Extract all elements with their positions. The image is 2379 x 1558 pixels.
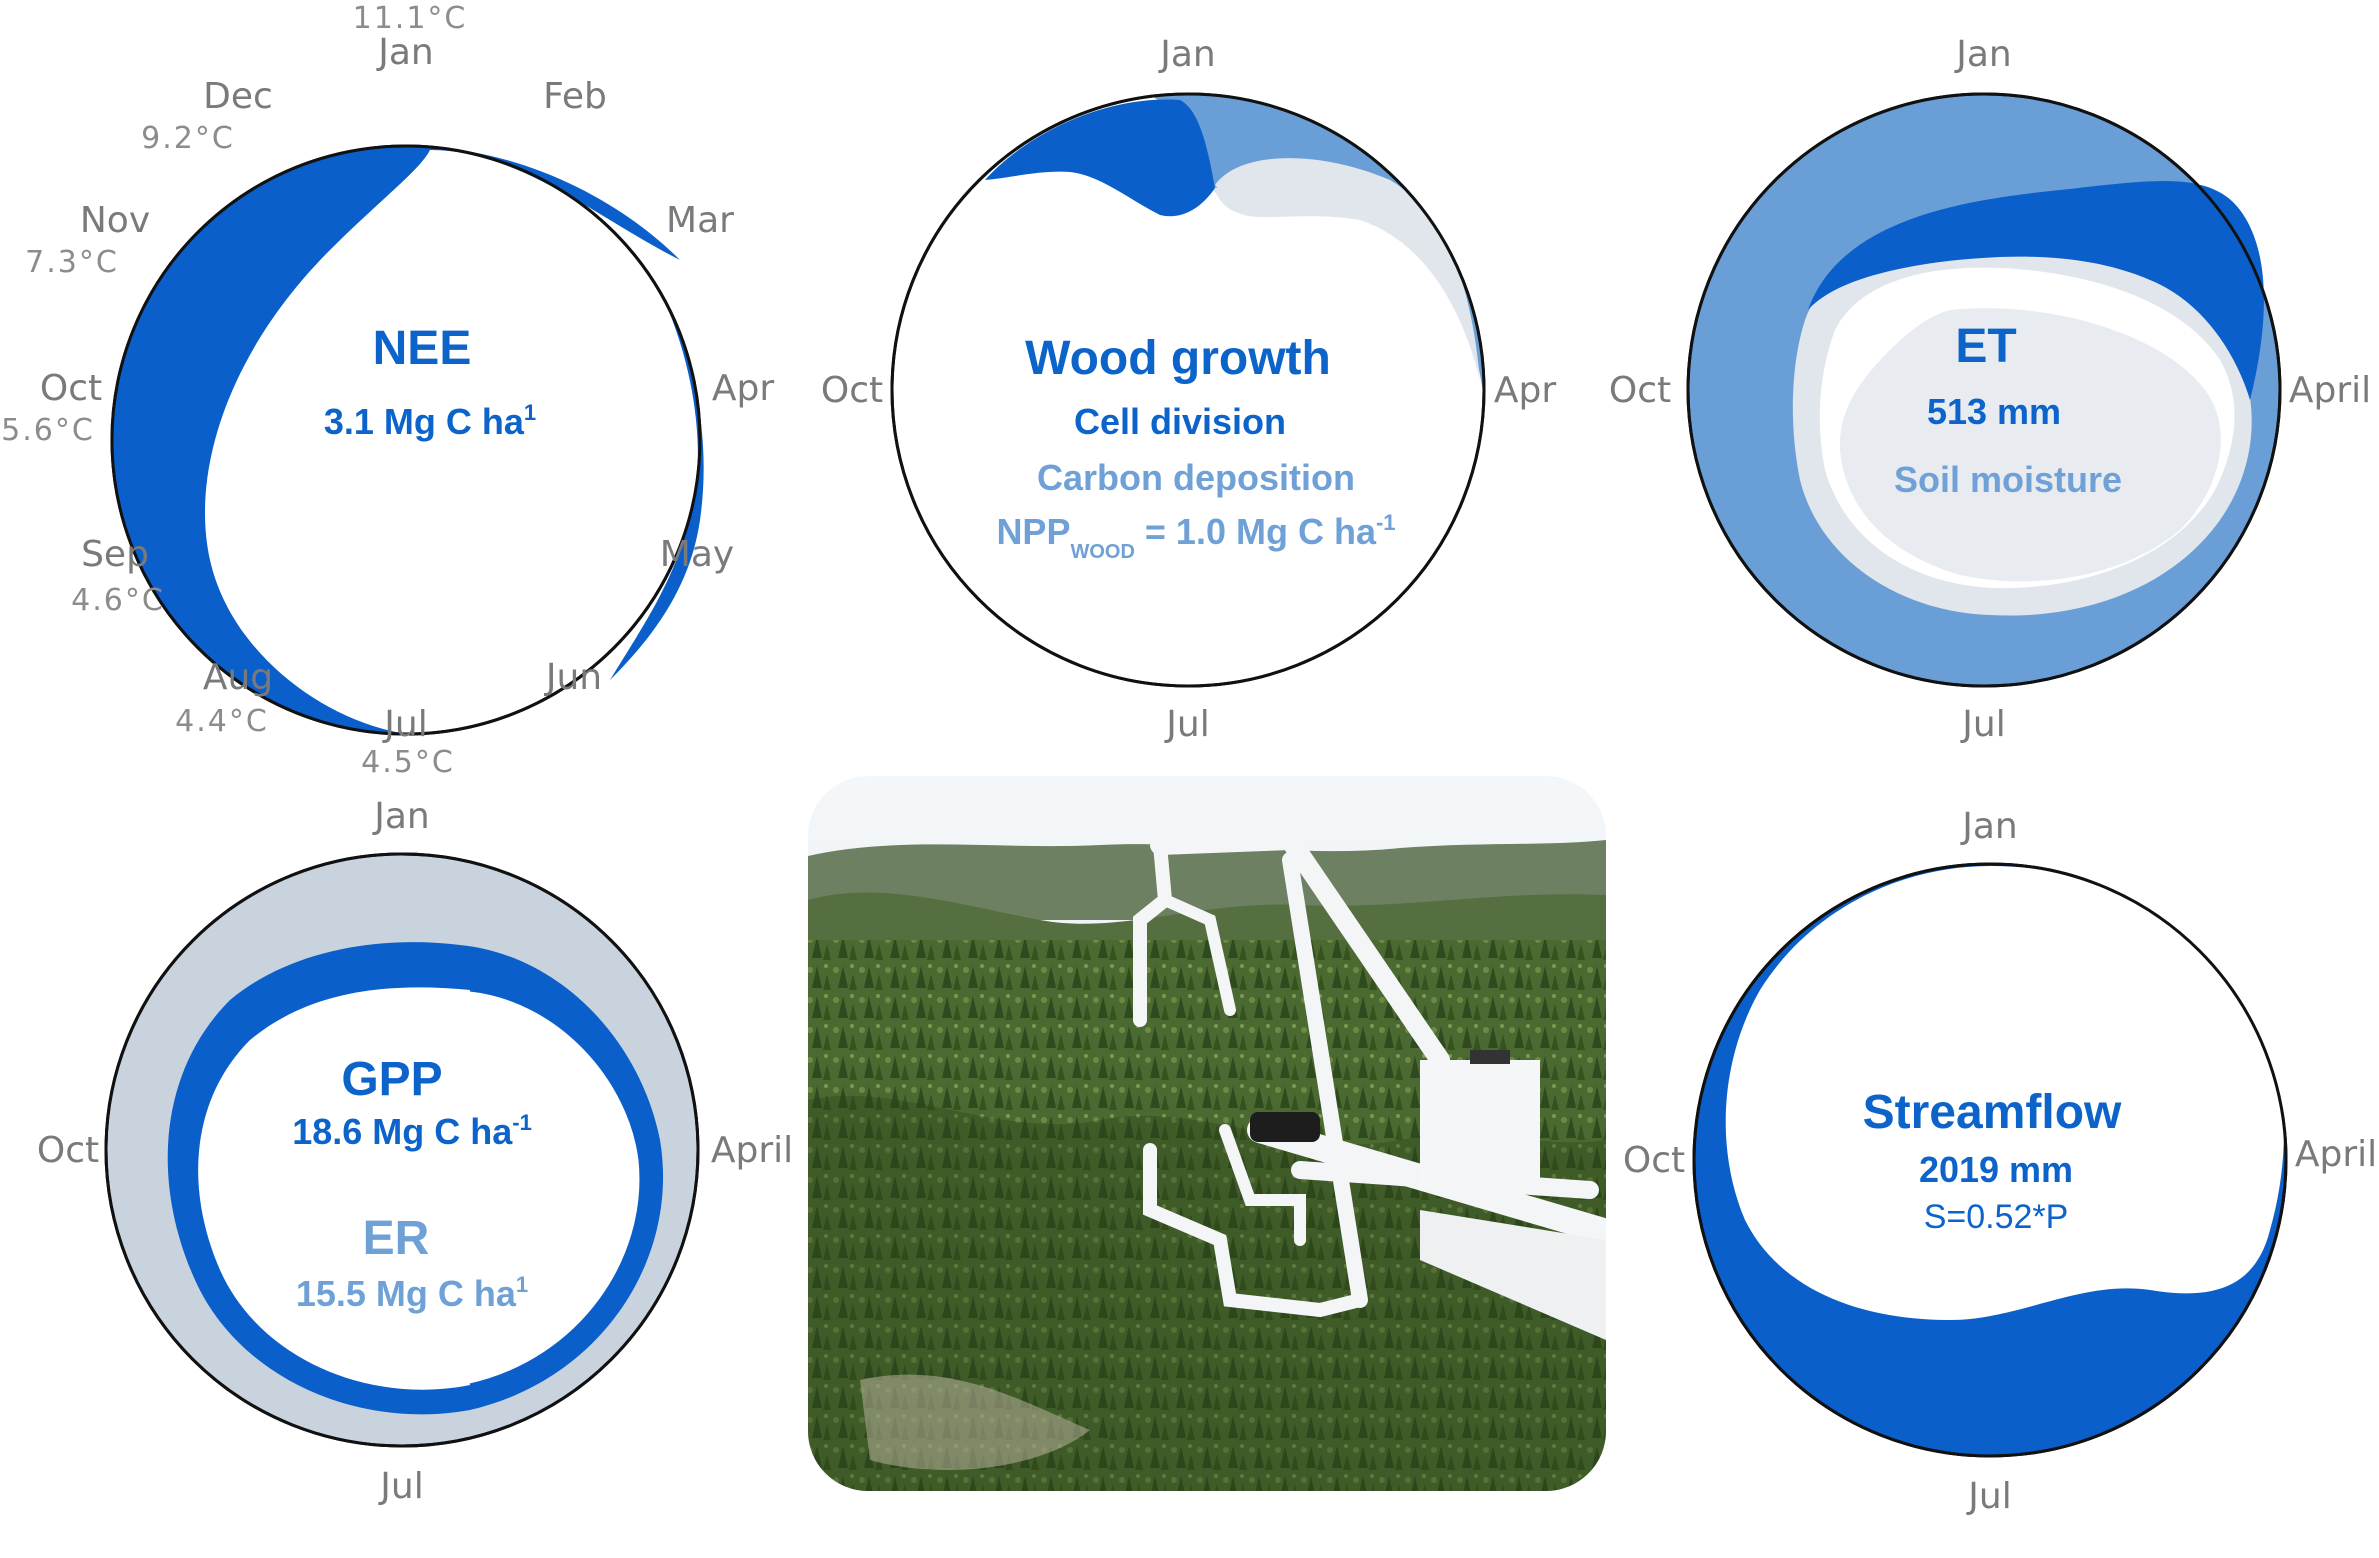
nee-month-feb: Feb [543, 76, 607, 117]
streamflow-value: 2019 mm [1919, 1149, 2073, 1190]
gpp-er-line [469, 988, 643, 1387]
instrument-analyzer [1250, 1112, 1320, 1142]
nee-band [112, 146, 680, 734]
wood-carbon-deposition-label: Carbon deposition [1037, 457, 1355, 498]
et-month-oct: Oct [1609, 370, 1671, 411]
gpp-inner-white [198, 987, 641, 1390]
nee-month-jan: Jan [376, 32, 434, 73]
gpp-month-oct: Oct [37, 1130, 99, 1171]
nee-title: NEE [373, 322, 472, 375]
wood-outline [890, 92, 1486, 688]
photo-clearing [860, 1374, 1090, 1470]
nee-temp-aug: 4.4°C [175, 704, 269, 739]
nee-month-dec: Dec [203, 76, 273, 117]
nee-month-apr: Apr [712, 368, 774, 409]
streamflow-ratio: S=0.52*P [1924, 1198, 2069, 1236]
wood-panel: Jan Apr Jul Oct Wood growth Cell divisio… [821, 34, 1556, 745]
et-ring-dark [1808, 181, 2264, 400]
et-title: ET [1955, 320, 2016, 373]
wood-month-oct: Oct [821, 370, 883, 411]
instrument-box [1420, 1060, 1540, 1190]
et-soil-moisture-label: Soil moisture [1894, 459, 2122, 500]
er-value: 15.5 Mg C ha1 [296, 1272, 528, 1314]
wood-month-jan: Jan [1158, 34, 1216, 75]
streamflow-month-oct: Oct [1623, 1140, 1685, 1181]
wood-npp-prefix: NPP [996, 511, 1070, 552]
nee-temp-jul: 4.5°C [361, 745, 455, 780]
nee-value: 3.1 Mg C ha1 [324, 400, 536, 442]
nee-temp-jan: 11.1°C [353, 1, 468, 36]
er-value-sup: 1 [516, 1272, 528, 1297]
wood-title: Wood growth [1025, 332, 1331, 385]
wood-month-apr: Apr [1494, 370, 1556, 411]
et-month-jul: Jul [1960, 704, 2005, 745]
nee-month-jul: Jul [382, 704, 427, 745]
photo-forest-shade [808, 1095, 1606, 1491]
gpp-title: GPP [341, 1053, 442, 1106]
streamflow-outline [1692, 862, 2288, 1458]
gpp-month-jul: Jul [378, 1466, 423, 1507]
nee-month-nov: Nov [80, 200, 150, 241]
nee-temp-dec: 9.2°C [141, 121, 235, 156]
et-outline [1686, 92, 2282, 688]
streamflow-month-jul: Jul [1966, 1476, 2011, 1517]
nee-temp-oct: 5.6°C [1, 413, 95, 448]
streamflow-month-apr: April [2295, 1134, 2377, 1175]
nee-month-oct: Oct [40, 368, 102, 409]
photo-far-hills [808, 840, 1606, 920]
streamflow-panel: Jan April Jul Oct Streamflow 2019 mm S=0… [1623, 806, 2377, 1517]
nee-month-sep: Sep [81, 534, 149, 575]
et-panel: Jan April Jul Oct ET 513 mm Soil moistur… [1609, 34, 2371, 745]
wood-month-jul: Jul [1164, 704, 1209, 745]
wood-npp-label: NPPWOOD = 1.0 Mg C ha-1 [996, 510, 1395, 563]
wood-carbon-pale-inner [1215, 158, 1480, 380]
gpp-panel: Jan April Jul Oct GPP 18.6 Mg C ha-1 ER … [37, 796, 793, 1507]
nee-right-sliver [610, 300, 704, 680]
et-month-apr: April [2289, 370, 2371, 411]
wood-npp-value: = 1.0 Mg C ha [1135, 511, 1377, 552]
instrument-sensor-cap [1470, 1050, 1510, 1064]
instrument-boom [1420, 1210, 1606, 1340]
nee-value-sup: 1 [524, 400, 536, 425]
gpp-month-jan: Jan [372, 796, 430, 837]
nee-panel: 11.1°C Jan Feb Mar Apr May Jun Jul 4.5°C… [1, 1, 774, 780]
nee-month-mar: Mar [666, 200, 734, 241]
streamflow-month-jan: Jan [1960, 806, 2018, 847]
nee-month-aug: Aug [203, 657, 273, 698]
gpp-value: 18.6 Mg C ha-1 [292, 1110, 532, 1152]
nee-month-jun: Jun [544, 657, 602, 698]
et-inner-pale [1839, 308, 2221, 582]
gpp-month-apr: April [711, 1130, 793, 1171]
er-value-text: 15.5 Mg C ha [296, 1273, 517, 1314]
wood-npp-sub: WOOD [1070, 541, 1134, 563]
wood-cell-division-label: Cell division [1074, 401, 1286, 442]
nee-outline-redraw [110, 144, 702, 736]
et-month-jan: Jan [1954, 34, 2012, 75]
wood-carbon-mid [1150, 92, 1485, 400]
streamflow-inner-white [1725, 866, 2284, 1320]
nee-month-may: May [660, 534, 734, 575]
wood-npp-sup: -1 [1376, 510, 1396, 535]
nee-temp-sep: 4.6°C [71, 583, 165, 618]
nee-value-text: 3.1 Mg C ha [324, 401, 525, 442]
forest-photo [808, 776, 1606, 1491]
gpp-value-sup: -1 [512, 1110, 532, 1135]
wood-cell-division [985, 99, 1215, 217]
streamflow-title: Streamflow [1863, 1086, 2122, 1139]
nee-temp-nov: 7.3°C [25, 245, 119, 280]
er-title: ER [363, 1212, 430, 1265]
gpp-outline [104, 852, 700, 1448]
et-value: 513 mm [1927, 391, 2061, 432]
gpp-value-text: 18.6 Mg C ha [292, 1111, 513, 1152]
